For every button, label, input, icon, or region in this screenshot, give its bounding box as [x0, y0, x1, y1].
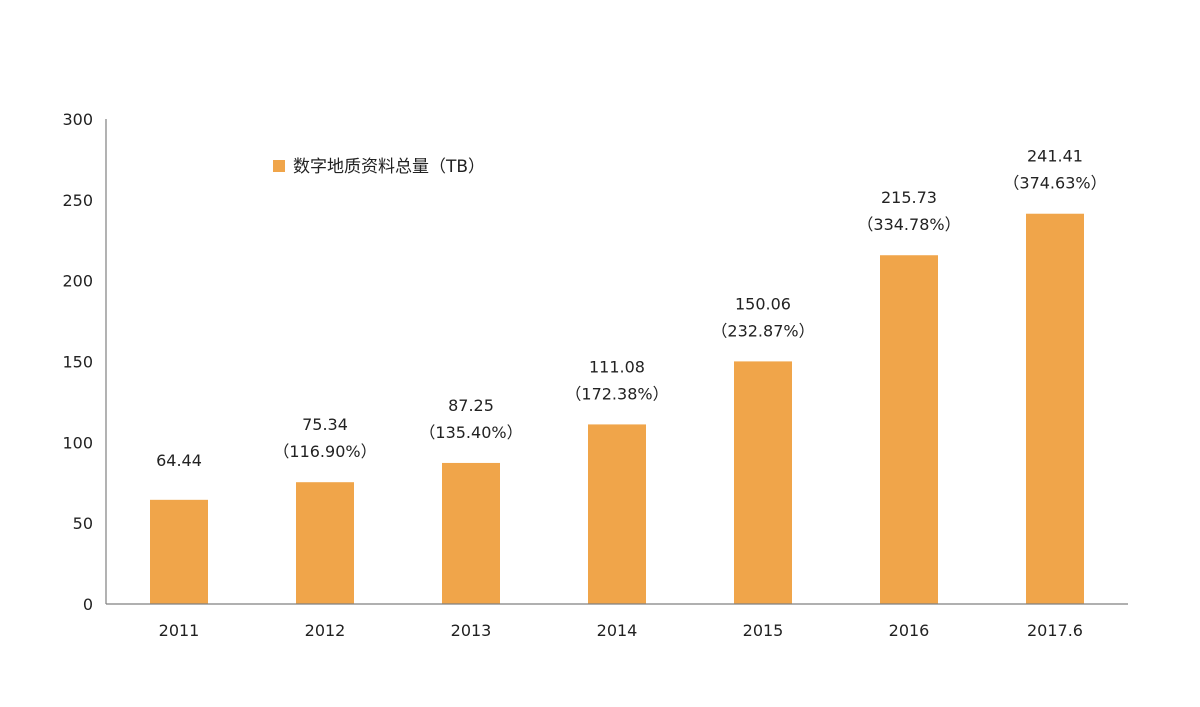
y-tick-label: 250 [62, 191, 93, 210]
data-label-value: 241.41 [1027, 147, 1083, 166]
bar [150, 499, 208, 604]
data-label-growth: （334.78%） [857, 215, 960, 234]
x-tick-label: 2013 [451, 621, 492, 640]
y-tick-label: 150 [62, 353, 93, 372]
bars-group [150, 213, 1084, 604]
bar [734, 361, 792, 604]
data-label-value: 75.34 [302, 415, 348, 434]
data-label-growth: （172.38%） [565, 384, 668, 403]
legend-swatch [273, 160, 285, 172]
x-tick-label: 2015 [743, 621, 784, 640]
data-label-value: 111.08 [589, 357, 645, 376]
bar [296, 482, 354, 604]
x-tick-label: 2014 [597, 621, 638, 640]
bar [442, 462, 500, 604]
x-tick-label: 2011 [159, 621, 200, 640]
bar [588, 424, 646, 604]
y-tick-label: 0 [83, 595, 93, 614]
data-label-value: 87.25 [448, 396, 494, 415]
data-labels-group: 64.44 75.34 （116.90%） 87.25 （135.40%） 111.08 （… [156, 147, 1107, 470]
data-label-growth: （135.40%） [419, 423, 522, 442]
x-tick-label: 2012 [305, 621, 346, 640]
data-label-growth: （374.63%） [1003, 174, 1106, 193]
y-tick-label: 300 [62, 110, 93, 129]
data-label-value: 215.73 [881, 188, 937, 207]
data-label-value: 150.06 [735, 294, 791, 313]
bar [1026, 213, 1084, 604]
bar [880, 255, 938, 604]
data-label-growth: （116.90%） [273, 442, 376, 461]
y-tick-label: 100 [62, 433, 93, 452]
data-label-value: 64.44 [156, 451, 202, 470]
y-tick-label: 50 [73, 514, 93, 533]
y-tick-label: 200 [62, 272, 93, 291]
data-label-growth: （232.87%） [711, 321, 814, 340]
x-axis-ticks: 2011 2012 2013 2014 2015 2016 2017.6 [159, 621, 1083, 640]
legend: 数字地质资料总量（TB） [273, 157, 485, 177]
x-tick-label: 2016 [889, 621, 930, 640]
legend-label: 数字地质资料总量（TB） [293, 157, 485, 177]
y-axis-ticks: 0 50 100 150 200 250 300 [62, 110, 93, 614]
x-tick-label: 2017.6 [1027, 621, 1083, 640]
